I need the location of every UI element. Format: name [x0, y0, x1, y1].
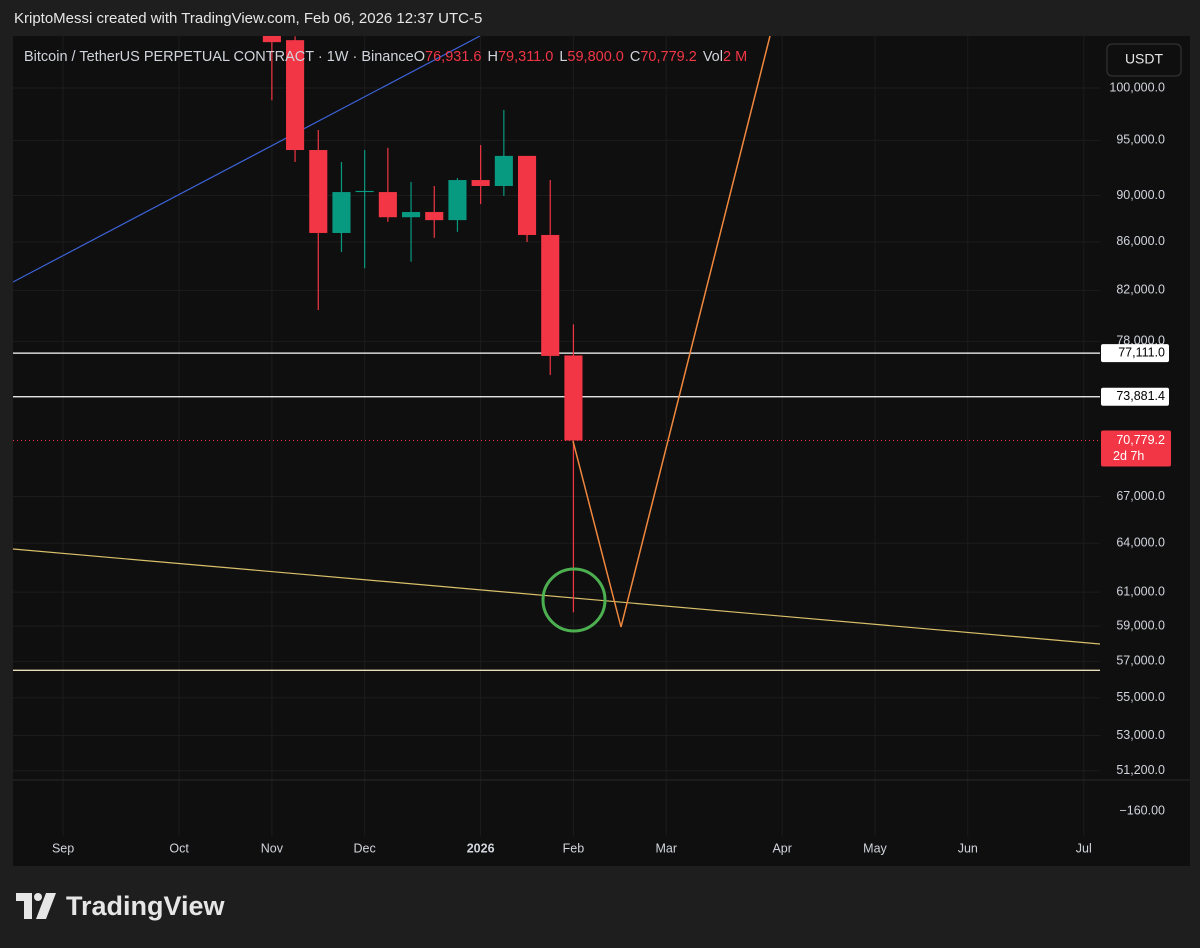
trend-line [13, 548, 1100, 645]
candle-body [425, 212, 444, 221]
legend: Bitcoin / TetherUS PERPETUAL CONTRACT · … [24, 49, 747, 65]
last-price-label: 70,779.2 [1116, 433, 1165, 447]
candle-body [332, 192, 351, 233]
candles [262, 36, 583, 613]
y-tick-label: 51,200.0 [1116, 763, 1165, 777]
legend-key: H [487, 49, 497, 65]
chart-area [13, 36, 1190, 866]
x-tick-label: Sep [52, 841, 74, 855]
x-tick-label: Dec [354, 841, 376, 855]
x-tick-label: Mar [655, 841, 677, 855]
logo-part [36, 893, 56, 919]
trend-line [13, 36, 481, 283]
price-label-box [1101, 344, 1169, 363]
y-tick-label: 86,000.0 [1116, 234, 1165, 248]
legend-value: 76,931.6 [425, 49, 481, 65]
currency-button[interactable] [1106, 43, 1182, 77]
candle-body [309, 150, 328, 233]
y-tick-label: 95,000.0 [1116, 133, 1165, 147]
currency-label: USDT [1125, 51, 1164, 67]
y-tick-label: 55,000.0 [1116, 690, 1165, 704]
legend-value: 2 M [723, 49, 747, 65]
candle-body [286, 40, 305, 151]
y-tick-label: 100,000.0 [1109, 80, 1165, 94]
candle-body [471, 180, 490, 186]
legend-key: Vol [703, 49, 723, 65]
legend-value: 70,779.2 [640, 49, 696, 65]
countdown: 2d 7h [1113, 449, 1144, 463]
y-tick-label: 90,000.0 [1116, 188, 1165, 202]
candle-body [355, 190, 374, 193]
volume-axis-label: −160.00 [1119, 803, 1165, 817]
x-tick-label: Apr [772, 841, 791, 855]
x-tick-label: Oct [169, 841, 189, 855]
x-tick-label: Jun [958, 841, 978, 855]
candle-body [564, 355, 583, 441]
candle-body [378, 192, 397, 218]
logo-part [34, 893, 42, 901]
x-tick-label: Jul [1076, 841, 1092, 855]
highlight-circle [541, 567, 607, 633]
brand-logo [16, 893, 56, 919]
price-label-box [1101, 387, 1169, 406]
price-label: 77,111.0 [1118, 345, 1165, 359]
price-label: 73,881.4 [1116, 389, 1165, 403]
legend-key: L [559, 49, 567, 65]
brand-name: TradingView [66, 891, 226, 921]
candle-body [402, 212, 421, 218]
legend-value: 59,800.0 [567, 49, 623, 65]
x-tick-label: May [863, 841, 887, 855]
y-tick-label: 59,000.0 [1116, 618, 1165, 632]
x-tick-label: Feb [563, 841, 585, 855]
y-tick-label: 53,000.0 [1116, 728, 1165, 742]
last-price-box [1101, 430, 1171, 467]
x-tick-label: Nov [261, 841, 284, 855]
x-tick-label: 2026 [467, 841, 495, 855]
candle-body [541, 234, 560, 356]
candle-body [448, 180, 467, 221]
logo-part [16, 893, 32, 919]
y-tick-label: 64,000.0 [1116, 535, 1165, 549]
drawings [541, 36, 771, 633]
price-axis: 100,000.0 95,000.0 90,000.0 86,000.0 82,000.… [52, 80, 1171, 855]
symbol: Bitcoin / TetherUS PERPETUAL CONTRACT · … [24, 49, 414, 65]
legend-key: C [630, 49, 640, 65]
y-tick-label: 61,000.0 [1116, 584, 1165, 598]
y-tick-label: 57,000.0 [1116, 654, 1165, 668]
legend-key: O [414, 49, 425, 65]
projection-path [572, 36, 771, 628]
attribution: KriptoMessi created with TradingView.com… [14, 10, 482, 27]
candle-body [494, 155, 513, 186]
candle-body [517, 155, 537, 235]
plot [13, 36, 1100, 671]
y-tick-label: 67,000.0 [1116, 489, 1165, 503]
candle-body [262, 36, 281, 43]
y-tick-label: 82,000.0 [1116, 283, 1165, 297]
legend-value: 79,311.0 [498, 49, 553, 65]
